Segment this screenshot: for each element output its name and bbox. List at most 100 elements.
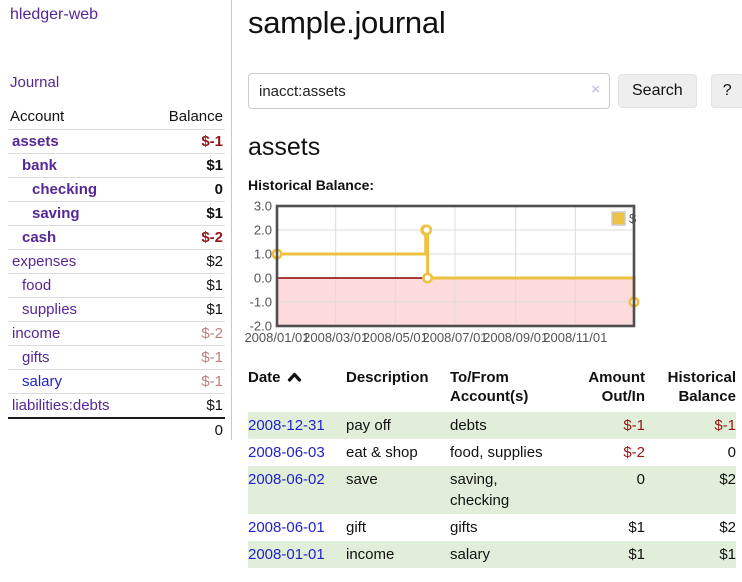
transaction-balance: $1 [719,546,736,563]
balance-chart: $3.0 2.0 1.0 0.0 -1.0 -2.0 2008/01/01 2008/03/0… [243,199,742,351]
legend-label: $ [629,211,637,226]
page-title: sample.journal [248,5,446,40]
accounts-header-balance: Balance [146,104,225,130]
account-link-gifts[interactable]: gifts [22,349,50,366]
accounts-header-row: Account Balance [8,104,225,130]
clear-search-icon[interactable]: × [591,81,600,98]
accounts-header-account: Account [8,104,147,130]
account-link-food[interactable]: food [22,277,52,294]
account-link-supplies[interactable]: supplies [22,301,78,318]
account-balance: $1 [146,297,225,322]
transaction-description: save [346,471,378,488]
transaction-description: eat & shop [346,444,418,461]
transaction-date-link[interactable]: 2008-12-31 [248,417,325,434]
transaction-description: income [346,546,395,563]
search-input-wrap: × [248,73,610,109]
register-header-row: Date Description To/From Account(s) Amount Ou… [248,366,736,412]
search-input[interactable] [248,73,610,109]
account-row: food $1 [8,273,225,298]
register-header-historical: Historical Balance [667,369,736,405]
y-tick-label: -2.0 [250,319,272,334]
transaction-amount: $-2 [623,444,645,461]
account-link-checking[interactable]: checking [32,181,98,198]
app-root: hledger-web Journal Account Balance asse… [0,0,742,568]
accounts-total-spacer [8,417,147,442]
search-button[interactable]: Search [618,74,697,108]
legend-swatch [611,211,626,226]
account-row: expenses $2 [8,249,225,274]
account-row: liabilities:debts $1 [8,394,225,419]
account-row: bank $1 [8,153,225,178]
register-header-description: Description [346,369,429,386]
accounts-table: Account Balance assets $-1 bank $1 checking 0… [8,104,225,442]
transaction-balance: $2 [719,471,736,488]
account-link-assets[interactable]: assets [12,133,59,150]
account-balance: $-1 [146,345,225,370]
transaction-date-cell: 2008-06-01 [248,514,346,541]
account-balance: $1 [146,273,225,298]
account-link-expenses[interactable]: expenses [12,253,77,270]
account-balance: $1 [206,397,223,414]
transaction-amount: 0 [636,471,645,488]
data-point-marker [421,224,433,236]
y-tick-label: 1.0 [254,247,272,262]
register-header-date[interactable]: Date [248,366,346,412]
transaction-date-cell: 2008-06-02 [248,466,346,514]
x-tick-label: 2008/07/01 [422,330,487,345]
x-tick-label: 2008/01/01 [244,330,309,345]
register-row: 2008-06-03 eat & shop food, supplies $-2 0 [248,439,736,466]
transaction-accounts: debts [450,417,487,434]
transaction-date-link[interactable]: 2008-06-02 [248,471,325,488]
historical-balance-chart-svg: $3.0 2.0 1.0 0.0 -1.0 -2.02008/01/012008/03/0… [244,199,640,345]
transaction-date-link[interactable]: 2008-06-03 [248,444,325,461]
x-tick-label: 2008/11/01 [543,330,607,345]
register-row: 2008-06-02 save saving, checking 0 $2 [248,466,736,514]
main-content: sample.journal × Search ? assets Histori… [232,0,742,568]
transaction-amount: $1 [628,546,645,563]
account-row: assets $-1 [8,129,225,154]
account-balance: $1 [146,201,225,226]
y-tick-label: -1.0 [250,295,272,310]
transaction-balance: $-1 [714,417,736,434]
transaction-amount: $-1 [623,417,645,434]
account-row: checking 0 [8,177,225,202]
sidebar: hledger-web Journal Account Balance asse… [0,0,232,442]
plot-border [275,204,636,328]
accounts-total-balance: 0 [146,417,225,442]
transaction-date-cell: 2008-01-01 [248,541,346,568]
account-row: saving $1 [8,201,225,226]
register-header-tofrom: To/From Account(s) [450,369,529,405]
account-balance: $-2 [146,225,225,250]
y-tick-label: 0.0 [254,271,272,286]
account-link-saving[interactable]: saving [32,205,80,222]
transaction-accounts: saving, checking [450,471,510,509]
app-title-link[interactable]: hledger-web [10,6,99,23]
account-link-salary[interactable]: salary [22,373,63,390]
account-balance: $1 [146,153,225,178]
account-balance: $2 [146,249,225,274]
register-row: 2008-12-31 pay off debts $-1 $-1 [248,412,736,439]
account-link-cash[interactable]: cash [22,229,57,246]
journal-link[interactable]: Journal [10,74,60,91]
data-point-marker [422,272,434,284]
account-row: cash $-2 [8,225,225,250]
register-row: 2008-06-01 gift gifts $1 $2 [248,514,736,541]
account-row: salary $-1 [8,369,225,394]
transaction-date-cell: 2008-06-03 [248,439,346,466]
transaction-accounts: food, supplies [450,444,543,461]
register-table: Date Description To/From Account(s) Amount Ou… [248,366,736,568]
account-link-liabilities-debts[interactable]: liabilities:debts [12,397,110,414]
account-link-income[interactable]: income [12,325,61,342]
sort-asc-icon [287,372,301,382]
transaction-accounts: salary [450,546,491,563]
help-button[interactable]: ? [710,74,742,108]
account-heading: assets [248,133,321,161]
account-row: gifts $-1 [8,345,225,370]
account-row: supplies $1 [8,297,225,322]
account-link-bank[interactable]: bank [22,157,58,174]
transaction-date-link[interactable]: 2008-01-01 [248,546,325,563]
account-row: income $-2 [8,321,225,346]
search-form: × Search ? [248,73,742,109]
transaction-date-link[interactable]: 2008-06-01 [248,519,325,536]
account-balance: $-2 [146,321,225,346]
